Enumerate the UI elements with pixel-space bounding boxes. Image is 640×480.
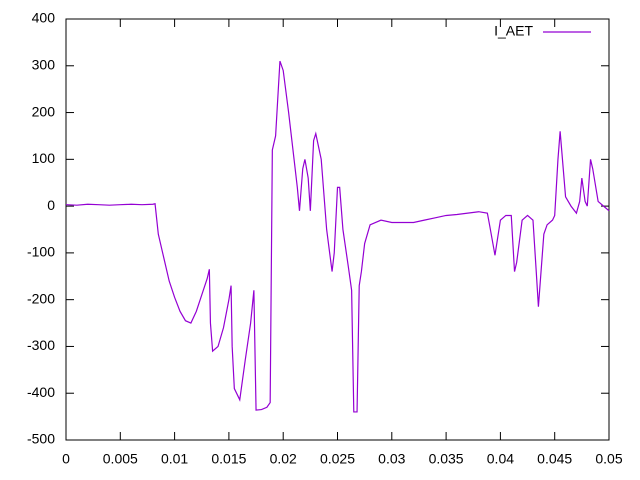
y-tick-label: 0 bbox=[47, 197, 55, 213]
x-tick-label: 0.045 bbox=[537, 451, 572, 467]
x-tick-label: 0.005 bbox=[103, 451, 138, 467]
x-tick-label: 0.025 bbox=[320, 451, 355, 467]
plot-border bbox=[65, 18, 610, 441]
x-tick-label: 0.03 bbox=[378, 451, 405, 467]
y-tick-label: -200 bbox=[27, 290, 55, 306]
y-tick-label: 100 bbox=[32, 150, 56, 166]
y-tick-label: -400 bbox=[27, 384, 55, 400]
x-tick-label: 0.04 bbox=[487, 451, 514, 467]
x-tick-label: 0.02 bbox=[270, 451, 297, 467]
y-tick-label: -100 bbox=[27, 244, 55, 260]
x-tick-label: 0.035 bbox=[429, 451, 464, 467]
x-tick-label: 0.01 bbox=[161, 451, 188, 467]
x-tick-label: 0.015 bbox=[211, 451, 246, 467]
x-tick-label: 0.05 bbox=[595, 451, 622, 467]
y-tick-label: 300 bbox=[32, 56, 56, 72]
legend-label: I_AET bbox=[494, 23, 533, 39]
y-tick-label: 400 bbox=[32, 10, 56, 26]
data-line bbox=[65, 60, 610, 413]
y-tick-label: -300 bbox=[27, 337, 55, 353]
y-tick-label: 200 bbox=[32, 103, 56, 119]
y-tick-label: -500 bbox=[27, 431, 55, 447]
x-tick-label: 0 bbox=[62, 451, 70, 467]
